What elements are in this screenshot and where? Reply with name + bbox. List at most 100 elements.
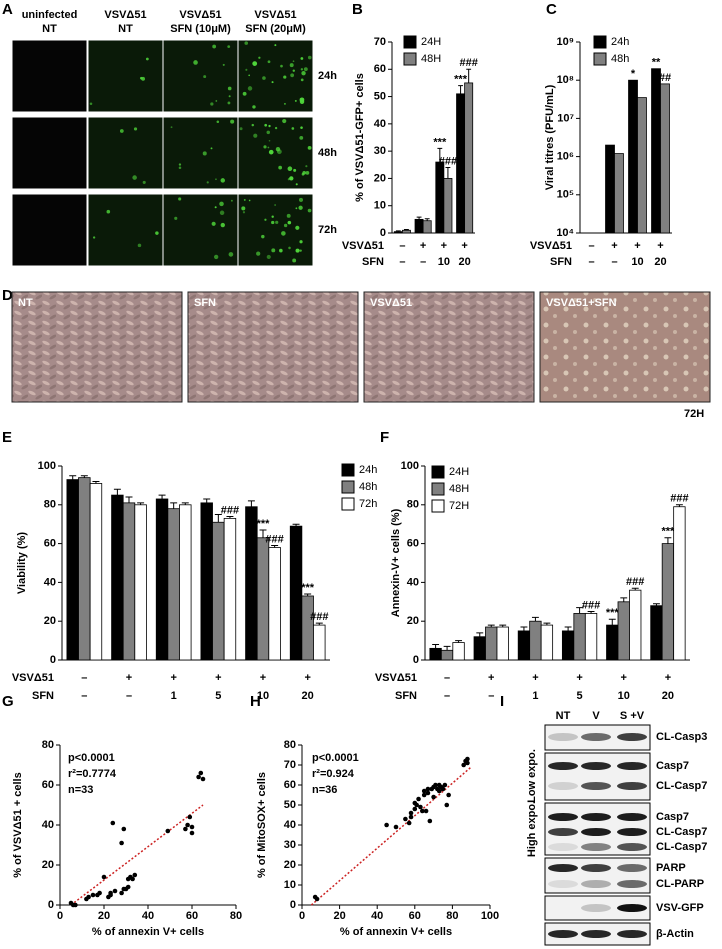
x-row-value: – [444, 690, 450, 702]
gfp-cell [245, 68, 248, 71]
gfp-cell [295, 248, 300, 253]
x-row-value: – [488, 690, 494, 702]
y-tick-label: 50 [374, 90, 386, 102]
x-row-value: + [461, 240, 467, 252]
data-point [183, 826, 188, 832]
x-tick-label: 60 [409, 910, 421, 922]
data-point [393, 824, 399, 830]
x-tick-label: 20 [98, 910, 110, 922]
gfp-cell [275, 220, 279, 224]
data-point [431, 794, 436, 800]
panel-letter: I [500, 693, 504, 710]
y-axis-label: Annexin-V+ cells (%) [390, 508, 402, 617]
gfp-cell [268, 124, 271, 128]
error-bar [466, 68, 472, 83]
bar [301, 595, 314, 661]
gfp-cell [248, 74, 250, 77]
bar [134, 504, 147, 661]
blot-band [617, 864, 647, 872]
blot-band [548, 930, 578, 938]
error-bar [137, 502, 145, 505]
gfp-cell [305, 171, 310, 175]
y-tick-label: 60 [284, 779, 296, 791]
blot-band [581, 733, 611, 741]
bar [167, 508, 180, 661]
y-tick-label: 80 [42, 739, 54, 751]
bar [78, 477, 91, 661]
micrograph-label: VSVΔ51 [370, 297, 412, 309]
gfp-cell [244, 41, 249, 45]
micrograph [87, 193, 164, 267]
gfp-cell [292, 69, 295, 72]
error-bar [443, 645, 451, 651]
data-point [101, 874, 107, 880]
x-row-value: 20 [654, 256, 666, 268]
x-row-value: + [420, 240, 426, 252]
gfp-cell [290, 73, 295, 78]
bar [614, 153, 624, 234]
error-bar [271, 545, 279, 548]
gfp-cell [142, 180, 146, 184]
bar [452, 642, 465, 661]
gfp-cell [89, 102, 93, 106]
stat-annotation: r²=0.7774 [68, 768, 117, 780]
gfp-cell [178, 197, 182, 201]
x-row-value: – [588, 240, 594, 252]
band-label: VSV-GFP [656, 902, 704, 914]
gfp-cell [300, 126, 303, 129]
error-bar [499, 624, 507, 628]
data-point [446, 792, 451, 798]
column-header: uninfected [22, 9, 78, 21]
y-tick-label: 40 [284, 819, 296, 831]
x-row-value: – [588, 256, 594, 268]
bar [605, 144, 615, 234]
y-tick-label: 80 [44, 499, 56, 511]
gfp-cell [170, 126, 173, 129]
error-bar [576, 607, 584, 614]
error-bar [203, 498, 211, 503]
gfp-cell [258, 56, 261, 59]
micrograph [11, 116, 88, 190]
error-bar [259, 529, 267, 538]
x-row-label: SFN [395, 690, 417, 702]
exposure-label: Low expo. [526, 749, 538, 803]
error-bar [226, 515, 234, 519]
x-row-value: + [260, 672, 266, 684]
data-point [130, 876, 135, 882]
gfp-cell [271, 81, 274, 84]
x-row-value: + [532, 672, 538, 684]
blot-band [581, 782, 611, 790]
bar [673, 506, 686, 661]
bar [660, 83, 670, 234]
data-point [108, 890, 113, 896]
gfp-cell [227, 101, 231, 105]
data-point [121, 826, 127, 832]
error-bar [304, 593, 312, 596]
data-point [427, 818, 433, 824]
panel-letter: D [2, 287, 13, 304]
bar [179, 504, 192, 661]
bar [435, 161, 445, 234]
data-point [444, 802, 450, 808]
gfp-cell [243, 198, 246, 201]
bar [629, 589, 642, 661]
bar [268, 547, 281, 661]
significance-label: ### [582, 599, 600, 611]
micrograph [11, 193, 88, 267]
gfp-cell [261, 234, 265, 239]
column-header: VSVΔ51 [254, 9, 296, 21]
blot-band [548, 828, 578, 836]
y-tick-label: 10⁵ [557, 189, 574, 201]
x-row-value: – [444, 672, 450, 684]
blot-box [544, 752, 651, 801]
gfp-cell [292, 60, 295, 62]
blot-band [581, 843, 611, 851]
gfp-cell [298, 197, 304, 202]
y-tick-label: 60 [42, 779, 54, 791]
gfp-cell [119, 129, 124, 133]
x-tick-label: 80 [446, 910, 458, 922]
error-bar [543, 622, 551, 626]
y-tick-label: 40 [42, 819, 54, 831]
gfp-cell [307, 55, 312, 60]
y-tick-label: 0 [50, 654, 56, 666]
